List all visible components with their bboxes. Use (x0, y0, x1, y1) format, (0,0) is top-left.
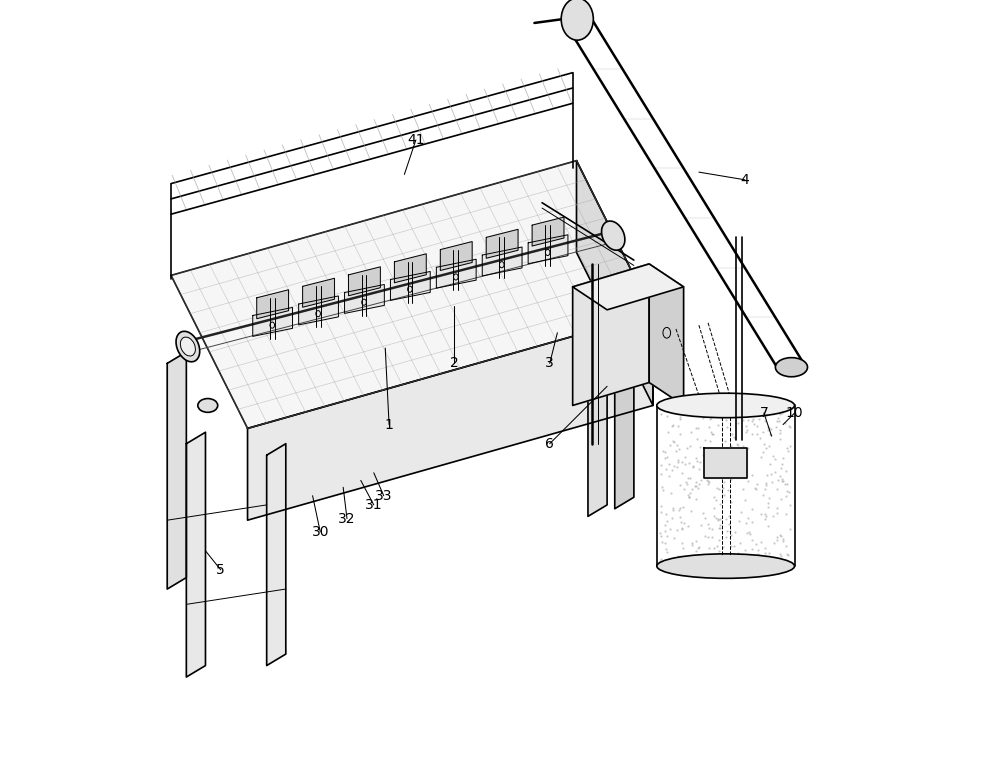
Polygon shape (171, 161, 653, 428)
Text: 30: 30 (311, 525, 329, 539)
Ellipse shape (561, 0, 593, 41)
Polygon shape (486, 230, 518, 259)
Ellipse shape (198, 399, 218, 412)
Polygon shape (482, 247, 522, 276)
Polygon shape (257, 290, 289, 319)
Text: 3: 3 (545, 356, 554, 370)
Polygon shape (186, 432, 205, 677)
Polygon shape (573, 264, 684, 310)
Polygon shape (704, 448, 747, 478)
Polygon shape (532, 217, 564, 246)
Polygon shape (390, 272, 430, 301)
Text: 7: 7 (760, 406, 768, 420)
Text: 5: 5 (216, 563, 225, 577)
Polygon shape (528, 235, 568, 264)
Polygon shape (299, 296, 338, 325)
Text: 1: 1 (385, 418, 394, 431)
Polygon shape (267, 444, 286, 666)
Ellipse shape (657, 554, 795, 578)
Text: 2: 2 (450, 356, 458, 370)
Text: 6: 6 (545, 437, 554, 451)
Polygon shape (345, 285, 384, 314)
Polygon shape (615, 321, 634, 509)
Polygon shape (588, 329, 607, 516)
Text: 41: 41 (407, 133, 425, 147)
Ellipse shape (602, 221, 625, 250)
Polygon shape (576, 161, 653, 405)
Text: 4: 4 (740, 173, 749, 187)
Polygon shape (349, 267, 380, 296)
Polygon shape (649, 264, 684, 405)
Polygon shape (436, 259, 476, 288)
Ellipse shape (775, 358, 808, 377)
Polygon shape (248, 314, 653, 520)
Polygon shape (167, 352, 186, 589)
Ellipse shape (180, 337, 195, 356)
Polygon shape (440, 242, 472, 271)
Text: 33: 33 (375, 489, 392, 503)
Polygon shape (394, 254, 426, 283)
Polygon shape (253, 308, 293, 337)
Ellipse shape (657, 393, 795, 418)
Text: 31: 31 (365, 498, 383, 512)
Ellipse shape (176, 331, 200, 362)
Polygon shape (303, 278, 334, 308)
Text: 10: 10 (786, 406, 803, 420)
Text: 32: 32 (338, 512, 356, 526)
Polygon shape (573, 264, 649, 405)
